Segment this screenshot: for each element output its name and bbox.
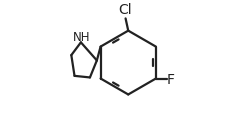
- Text: NH: NH: [72, 31, 90, 44]
- Text: F: F: [166, 72, 174, 86]
- Text: Cl: Cl: [118, 3, 131, 17]
